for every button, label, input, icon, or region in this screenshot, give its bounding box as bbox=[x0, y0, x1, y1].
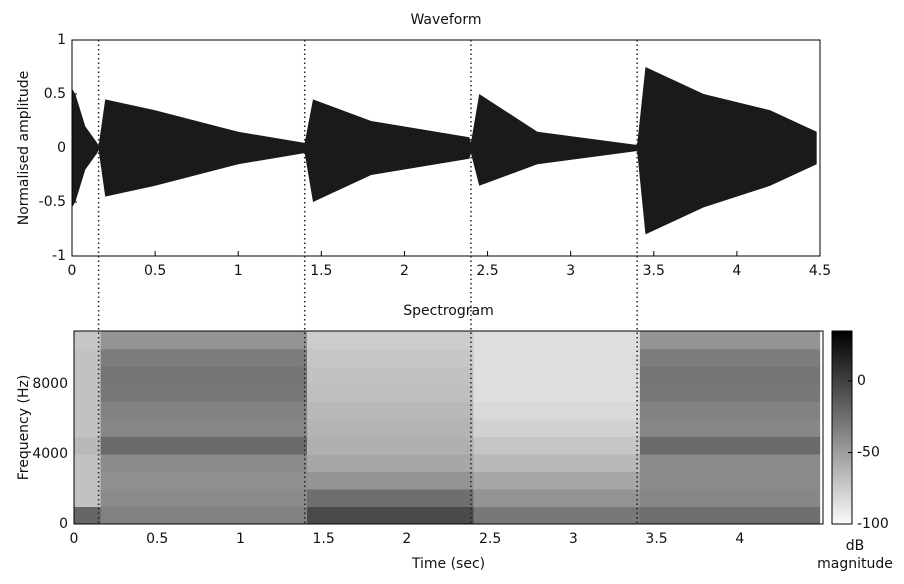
heatmap-cell bbox=[307, 436, 474, 455]
heatmap-cell bbox=[639, 383, 821, 402]
heatmap-cell bbox=[74, 418, 102, 437]
colorbar-tick-label: -50 bbox=[857, 445, 880, 461]
x-tick-label: 4 bbox=[735, 531, 744, 547]
heatmap-cell bbox=[639, 471, 821, 490]
chart-title: Spectrogram bbox=[403, 303, 493, 319]
y-axis-label: Frequency (Hz) bbox=[16, 375, 32, 481]
x-tick-label: 2.5 bbox=[479, 531, 501, 547]
heatmap-cell bbox=[74, 366, 102, 385]
x-tick-label: 2.5 bbox=[476, 263, 498, 279]
chart-title: Waveform bbox=[410, 12, 481, 28]
heatmap-cell bbox=[100, 366, 308, 385]
x-tick-label: 0.5 bbox=[144, 263, 166, 279]
heatmap-cell bbox=[100, 471, 308, 490]
y-tick-label: -1 bbox=[52, 248, 66, 264]
heatmap-cell bbox=[473, 488, 641, 507]
colorbar-tick-label: -100 bbox=[857, 516, 889, 532]
x-tick-label: 0 bbox=[70, 531, 79, 547]
x-tick-label: 1 bbox=[234, 263, 243, 279]
y-tick-label: -0.5 bbox=[39, 194, 66, 210]
colorbar bbox=[831, 330, 853, 525]
heatmap-cell bbox=[307, 383, 474, 402]
heatmap-cell bbox=[74, 348, 102, 367]
heatmap-cell bbox=[473, 366, 641, 385]
heatmap-cell bbox=[100, 436, 308, 455]
x-tick-label: 4.5 bbox=[809, 263, 831, 279]
heatmap-cell bbox=[639, 331, 821, 350]
x-tick-label: 3.5 bbox=[643, 263, 665, 279]
x-tick-label: 3.5 bbox=[645, 531, 667, 547]
heatmap-cell bbox=[100, 401, 308, 420]
plot-frame bbox=[73, 330, 824, 525]
heatmap-cell bbox=[307, 418, 474, 437]
heatmap-cell bbox=[307, 366, 474, 385]
heatmap-cell bbox=[100, 418, 308, 437]
heatmap-cell bbox=[100, 488, 308, 507]
heatmap-cell bbox=[473, 453, 641, 472]
heatmap-cell bbox=[100, 506, 308, 525]
heatmap-cell bbox=[639, 401, 821, 420]
heatmap-cell bbox=[307, 331, 474, 350]
heatmap-cell bbox=[473, 401, 641, 420]
heatmap-cell bbox=[74, 383, 102, 402]
y-tick-label: 0.5 bbox=[44, 86, 66, 102]
heatmap-cell bbox=[100, 453, 308, 472]
heatmap-cell bbox=[639, 488, 821, 507]
heatmap-cell bbox=[74, 488, 102, 507]
x-tick-label: 2 bbox=[400, 263, 409, 279]
heatmap-cell bbox=[307, 488, 474, 507]
x-tick-label: 0 bbox=[68, 263, 77, 279]
heatmap-cell bbox=[639, 436, 821, 455]
heatmap-cell bbox=[307, 348, 474, 367]
heatmap-cell bbox=[100, 348, 308, 367]
x-tick-label: 1.5 bbox=[313, 531, 335, 547]
heatmap-cell bbox=[74, 471, 102, 490]
y-axis-label: Normalised amplitude bbox=[16, 71, 32, 226]
y-tick-label: 4000 bbox=[32, 446, 68, 462]
heatmap-cell bbox=[639, 366, 821, 385]
heatmap-cell bbox=[473, 506, 641, 525]
heatmap-cell bbox=[307, 506, 474, 525]
x-tick-label: 4 bbox=[732, 263, 741, 279]
heatmap-cell bbox=[639, 453, 821, 472]
y-tick-label: 8000 bbox=[32, 376, 68, 392]
colorbar-tick-label: 0 bbox=[857, 373, 866, 389]
heatmap-cell bbox=[307, 401, 474, 420]
heatmap-cell bbox=[74, 401, 102, 420]
x-tick-label: 3 bbox=[566, 263, 575, 279]
heatmap-cell bbox=[473, 331, 641, 350]
heatmap-cell bbox=[473, 436, 641, 455]
heatmap-cell bbox=[473, 383, 641, 402]
heatmap-cell bbox=[74, 436, 102, 455]
heatmap-cell bbox=[74, 331, 102, 350]
heatmap-cell bbox=[473, 471, 641, 490]
colorbar-label: magnitude bbox=[817, 556, 893, 572]
colorbar-label: dB bbox=[846, 538, 865, 554]
heatmap-cell bbox=[74, 453, 102, 472]
heatmap-cell bbox=[100, 331, 308, 350]
heatmap-cell bbox=[639, 348, 821, 367]
x-tick-label: 0.5 bbox=[146, 531, 168, 547]
heatmap-cell bbox=[307, 453, 474, 472]
x-axis-label: Time (sec) bbox=[411, 556, 485, 572]
heatmap-cell bbox=[473, 348, 641, 367]
x-tick-label: 1.5 bbox=[310, 263, 332, 279]
heatmap-cell bbox=[74, 506, 102, 525]
x-tick-label: 3 bbox=[569, 531, 578, 547]
plot-frame bbox=[71, 39, 821, 257]
waveform-envelope bbox=[72, 67, 817, 235]
heatmap-cell bbox=[639, 506, 821, 525]
y-tick-label: 0 bbox=[59, 516, 68, 532]
heatmap-cell bbox=[639, 418, 821, 437]
heatmap-cell bbox=[307, 471, 474, 490]
heatmap-cell bbox=[473, 418, 641, 437]
heatmap-cell bbox=[100, 383, 308, 402]
y-tick-label: 1 bbox=[57, 32, 66, 48]
x-tick-label: 1 bbox=[236, 531, 245, 547]
x-tick-label: 2 bbox=[402, 531, 411, 547]
y-tick-label: 0 bbox=[57, 140, 66, 156]
